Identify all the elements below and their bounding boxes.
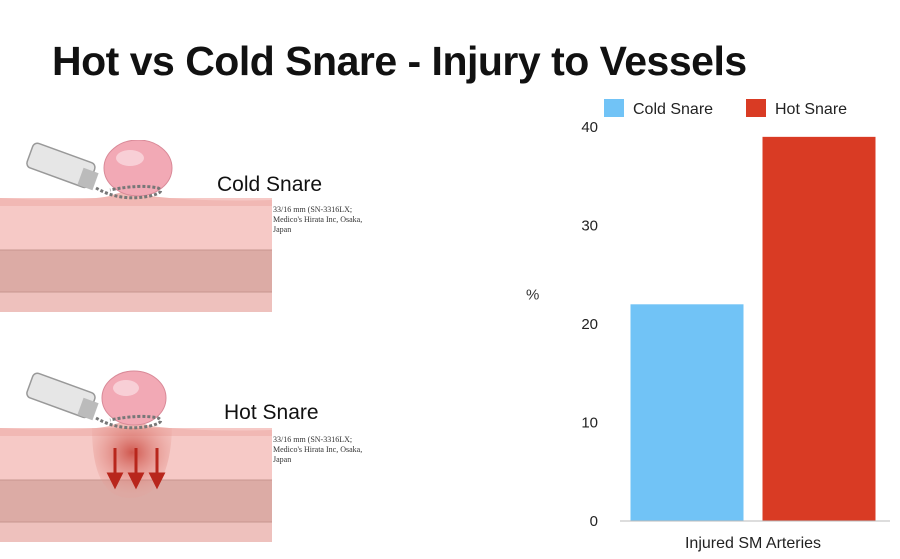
y-tick-label: 20 bbox=[581, 316, 598, 333]
bar-cold-snare bbox=[630, 304, 744, 521]
submucosa-layer bbox=[0, 250, 272, 292]
caption-line: Medico's Hirata Inc, Osaka, bbox=[273, 445, 363, 454]
bar-hot-snare bbox=[762, 136, 876, 521]
cold-snare-label: Cold Snare bbox=[217, 173, 323, 196]
snare-loop-icon bbox=[95, 184, 163, 200]
y-tick-label: 10 bbox=[581, 415, 598, 432]
hot-snare-caption: 33/16 mm (SN-3316LX; Medico's Hirata Inc… bbox=[273, 435, 413, 465]
hot-snare-diagram bbox=[0, 370, 272, 542]
legend-label: Hot Snare bbox=[775, 101, 847, 118]
snare-device-icon bbox=[26, 372, 99, 421]
legend-swatch bbox=[604, 99, 624, 117]
hot-snare-panel: Hot Snare 33/16 mm (SN-3316LX; Medico's … bbox=[0, 370, 362, 559]
hot-snare-label: Hot Snare bbox=[224, 401, 319, 424]
caption-line: 33/16 mm (SN-3316LX; bbox=[273, 435, 353, 444]
cold-snare-caption: 33/16 mm (SN-3316LX; Medico's Hirata Inc… bbox=[273, 205, 413, 235]
y-tick-label: 30 bbox=[581, 218, 598, 235]
chart-legend: Cold Snare Hot Snare bbox=[604, 99, 847, 118]
y-axis: 0 10 20 30 40 bbox=[581, 119, 598, 530]
cold-snare-panel: Cold Snare 33/16 mm (SN-3316LX; Medico's… bbox=[0, 140, 362, 330]
snare-loop-icon bbox=[95, 414, 163, 430]
category-label: Injured SM Arteries bbox=[685, 535, 821, 552]
slide-title: Hot vs Cold Snare - Injury to Vessels bbox=[52, 38, 747, 84]
y-tick-label: 40 bbox=[581, 119, 598, 136]
y-tick-label: 0 bbox=[590, 513, 598, 530]
y-axis-unit-label: % bbox=[526, 286, 539, 303]
muscle-layer bbox=[0, 292, 272, 312]
caption-line: Japan bbox=[273, 225, 292, 234]
caption-line: Japan bbox=[273, 455, 292, 464]
mucosa-layer bbox=[0, 198, 272, 250]
caption-line: Medico's Hirata Inc, Osaka, bbox=[273, 215, 363, 224]
snare-device-icon bbox=[26, 142, 99, 191]
chart-bars bbox=[630, 136, 876, 521]
legend-item: Cold Snare bbox=[604, 99, 713, 118]
legend-item: Hot Snare bbox=[746, 99, 847, 118]
heat-arrows-icon bbox=[106, 448, 166, 490]
legend-swatch bbox=[746, 99, 766, 117]
cold-snare-diagram bbox=[0, 140, 272, 312]
caption-line: 33/16 mm (SN-3316LX; bbox=[273, 205, 353, 214]
legend-label: Cold Snare bbox=[633, 101, 713, 118]
muscle-layer bbox=[0, 522, 272, 542]
injury-bar-chart: Cold Snare Hot Snare 0 10 20 30 40 % Injured … bbox=[526, 99, 890, 552]
